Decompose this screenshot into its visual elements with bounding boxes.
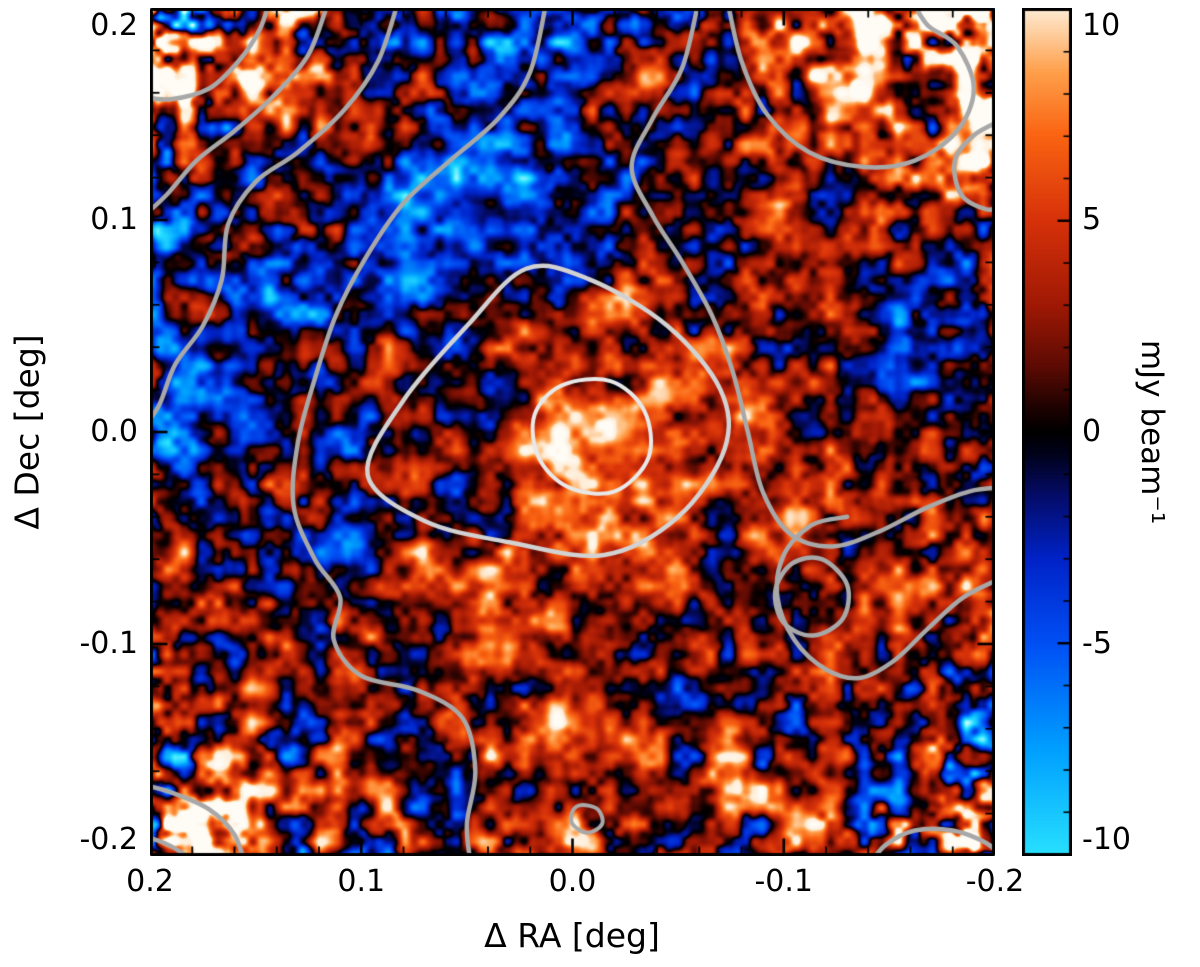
- colorbar-tick-label: -5: [1082, 626, 1112, 661]
- colorbar-tick-label: 5: [1082, 202, 1102, 237]
- heatmap-canvas: [150, 8, 995, 856]
- y-tick-label: -0.1: [79, 626, 138, 661]
- colorbar-canvas: [1022, 8, 1072, 856]
- x-tick-label: 0.1: [337, 864, 386, 899]
- x-tick-label: -0.2: [965, 864, 1025, 899]
- colorbar-tick-label: 10: [1082, 8, 1121, 43]
- x-tick-label: 0.0: [548, 864, 597, 899]
- y-tick-label: 0.2: [90, 8, 138, 43]
- y-tick-label: 0.1: [90, 202, 138, 237]
- colorbar-title: mJy beam⁻¹: [1134, 339, 1170, 525]
- colorbar-tick-label: 0: [1082, 414, 1102, 449]
- x-tick-label: 0.2: [126, 864, 174, 899]
- y-tick-label: -0.2: [79, 822, 138, 857]
- x-axis-title: Δ RA [deg]: [484, 916, 660, 955]
- colorbar-tick-label: -10: [1082, 822, 1131, 857]
- x-tick-label: -0.1: [754, 864, 814, 899]
- y-tick-label: 0.0: [90, 414, 138, 449]
- y-axis-title: Δ Dec [deg]: [7, 334, 47, 530]
